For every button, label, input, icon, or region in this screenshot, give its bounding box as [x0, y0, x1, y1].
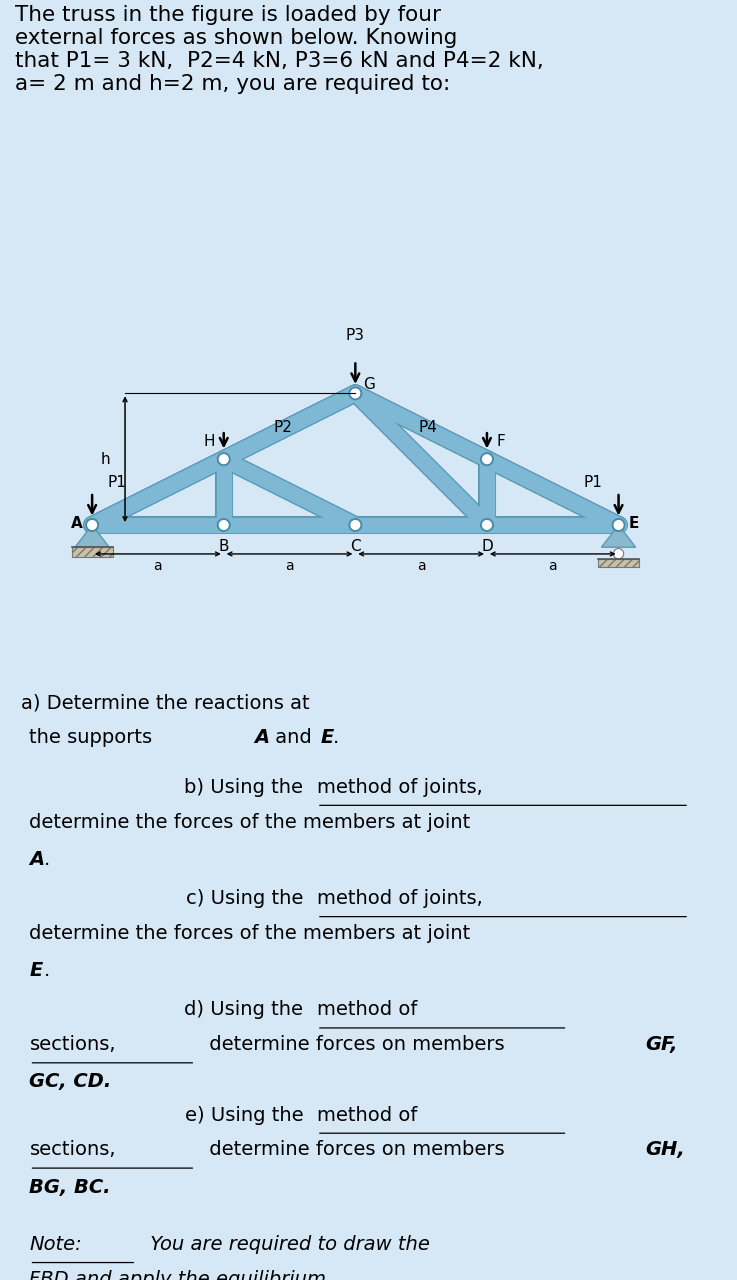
Circle shape — [85, 518, 99, 531]
Text: method of: method of — [317, 1000, 417, 1019]
Text: GH,: GH, — [645, 1140, 685, 1160]
Circle shape — [481, 453, 493, 466]
Circle shape — [483, 454, 492, 463]
Text: determine forces on members: determine forces on members — [203, 1036, 511, 1055]
Text: .: . — [44, 850, 50, 869]
Text: D: D — [481, 539, 493, 554]
Circle shape — [349, 387, 362, 399]
Circle shape — [612, 518, 625, 531]
Text: a: a — [417, 559, 425, 573]
Text: determine the forces of the members at joint: determine the forces of the members at j… — [29, 924, 471, 943]
Circle shape — [614, 521, 623, 530]
Circle shape — [483, 521, 492, 530]
Text: E: E — [321, 728, 334, 748]
Polygon shape — [601, 525, 635, 548]
Text: d) Using the: d) Using the — [184, 1000, 310, 1019]
Text: determine forces on members: determine forces on members — [203, 1140, 511, 1160]
Circle shape — [481, 518, 493, 531]
Text: b) Using the: b) Using the — [184, 778, 310, 796]
Text: sections,: sections, — [29, 1036, 116, 1055]
Text: P4: P4 — [418, 420, 437, 435]
Text: h: h — [100, 452, 110, 467]
Text: the supports: the supports — [29, 728, 159, 748]
Polygon shape — [75, 525, 109, 548]
Text: C: C — [350, 539, 360, 554]
Circle shape — [220, 521, 228, 530]
Text: determine the forces of the members at joint: determine the forces of the members at j… — [29, 813, 471, 832]
Circle shape — [351, 389, 360, 398]
Text: GF,: GF, — [645, 1036, 677, 1055]
Text: a: a — [548, 559, 557, 573]
Text: e) Using the: e) Using the — [185, 1106, 310, 1125]
Circle shape — [613, 549, 624, 559]
Text: E: E — [29, 961, 43, 980]
Text: a) Determine the reactions at: a) Determine the reactions at — [21, 694, 310, 713]
Circle shape — [351, 521, 360, 530]
Text: method of: method of — [317, 1106, 417, 1125]
Text: GC, CD.: GC, CD. — [29, 1073, 112, 1092]
Text: a: a — [285, 559, 294, 573]
Text: The truss in the figure is loaded by four
external forces as shown below. Knowin: The truss in the figure is loaded by fou… — [15, 5, 543, 95]
Circle shape — [220, 454, 228, 463]
Text: A: A — [254, 728, 270, 748]
Text: P1: P1 — [584, 475, 603, 490]
Text: You are required to draw the: You are required to draw the — [144, 1235, 430, 1254]
Text: P1: P1 — [108, 475, 127, 490]
Text: a: a — [153, 559, 162, 573]
Text: A: A — [71, 516, 83, 531]
Text: B: B — [218, 539, 229, 554]
Circle shape — [349, 518, 362, 531]
Text: E: E — [629, 516, 640, 531]
Text: H: H — [203, 434, 214, 449]
Circle shape — [88, 521, 97, 530]
Text: FBD and apply the equilibrium: FBD and apply the equilibrium — [29, 1270, 326, 1280]
Text: c) Using the: c) Using the — [186, 890, 310, 908]
Text: and: and — [269, 728, 318, 748]
Text: .: . — [44, 961, 50, 980]
Text: A: A — [29, 850, 45, 869]
Text: method of joints,: method of joints, — [317, 890, 483, 908]
Text: F: F — [496, 434, 505, 449]
Text: P3: P3 — [346, 329, 365, 343]
Text: G: G — [363, 378, 375, 392]
Bar — [71, 548, 113, 557]
Circle shape — [217, 453, 230, 466]
Text: BG, BC.: BG, BC. — [29, 1178, 111, 1197]
Bar — [598, 559, 639, 567]
Text: method of joints,: method of joints, — [317, 778, 483, 796]
Text: Note:: Note: — [29, 1235, 83, 1254]
Text: .: . — [333, 728, 339, 748]
Text: sections,: sections, — [29, 1140, 116, 1160]
Circle shape — [217, 518, 230, 531]
Text: P2: P2 — [273, 420, 293, 435]
